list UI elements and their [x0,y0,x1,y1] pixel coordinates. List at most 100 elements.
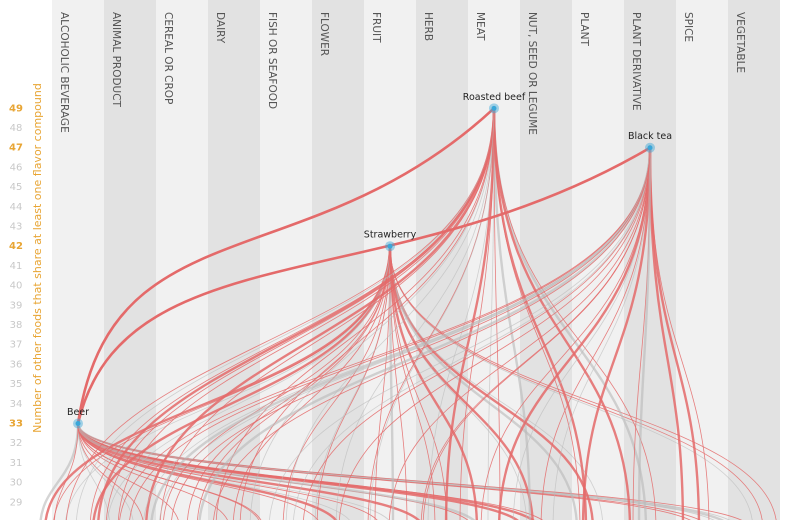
edge [197,246,391,520]
links [39,107,777,520]
node [387,243,393,249]
edge [77,423,134,520]
edge [369,108,495,520]
edge [389,246,763,520]
column-label: FLOWER [318,12,330,56]
node [491,105,497,111]
node [647,145,653,151]
y-tick-label: 39 [10,300,23,311]
edge [66,108,495,520]
y-tick-label: 49 [9,103,23,114]
y-tick-label: 31 [10,458,23,469]
column-label: MEAT [474,12,486,41]
edge [76,423,475,520]
edge [389,246,448,520]
node-label: Roasted beef [463,92,526,103]
column-label: ANIMAL PRODUCT [110,12,122,108]
edge [649,147,710,520]
column-label: DAIRY [214,12,226,44]
y-tick-label: 36 [10,359,23,370]
edge [39,423,80,520]
edge [389,246,777,520]
column-band [676,0,728,520]
edge [423,147,651,520]
edge [119,147,651,520]
edge [388,246,395,520]
column-band [208,0,260,520]
edge [283,246,391,520]
y-tick-label: 48 [10,123,23,134]
y-tick-label: 42 [9,241,23,252]
node-label: Beer [67,407,89,418]
edge [552,147,651,520]
edge [77,423,378,520]
edge [498,147,652,520]
edge [76,108,495,520]
edge [293,147,651,520]
edge [213,147,651,520]
column-band [728,0,780,520]
edge [269,147,651,520]
y-tick-label: 38 [10,320,23,331]
y-tick-label: 35 [10,379,23,390]
edge [316,246,391,520]
edge [648,147,685,520]
edge [77,423,179,520]
edge [492,108,631,520]
edge [389,246,436,520]
edge [493,108,657,520]
column-label: HERB [422,12,434,41]
edge [540,147,651,520]
edge [65,246,391,520]
edge [389,246,603,520]
column-label: CEREAL OR CROP [162,12,174,104]
edge [240,108,495,520]
y-tick-label: 47 [9,143,23,154]
y-tick-label: 43 [10,222,23,233]
node-label: Strawberry [364,230,417,241]
edge [118,108,495,520]
y-tick-label: 34 [10,399,23,410]
edge [143,147,651,520]
column-label: PLANT DERIVATIVE [630,12,642,111]
edge [198,147,652,520]
y-tick-label: 30 [10,478,23,489]
edge [388,246,478,520]
y-tick-label: 40 [10,281,23,292]
edge [250,108,495,520]
y-tick-label: 32 [10,438,23,449]
column-label: VEGETABLE [734,12,746,73]
edge [92,246,392,520]
edge [76,423,420,520]
edge [171,147,651,520]
y-tick-label: 29 [10,497,23,508]
y-tick-label: 37 [10,340,23,351]
edge [487,108,495,520]
edge [233,246,391,520]
column-label: NUT, SEED OR LEGUME [526,12,538,135]
edge [335,108,495,520]
y-axis-title: Number of other foods that share at leas… [31,83,44,433]
foreground: 29 30 31 32 33 34 35 36 37 38 39 40 41 42 43 44 45 46 47 48… [9,92,672,508]
edge [303,147,651,520]
y-tick-label: 41 [10,261,23,272]
edge [77,423,110,520]
column-label: FRUIT [370,12,382,43]
edge [388,246,578,520]
edge [286,108,495,520]
edge [160,108,495,520]
node [75,420,81,426]
column-label: ALCOHOLIC BEVERAGE [58,12,70,133]
y-tick-label: 44 [10,202,23,213]
edge [339,147,651,520]
edge [216,108,495,520]
link [76,146,651,424]
edge [492,108,532,520]
edge [90,108,495,520]
edge [389,147,651,520]
column-label: SPICE [682,12,694,42]
edge [581,147,652,520]
column-band [312,0,364,520]
edge [493,108,501,520]
edge [107,246,391,520]
